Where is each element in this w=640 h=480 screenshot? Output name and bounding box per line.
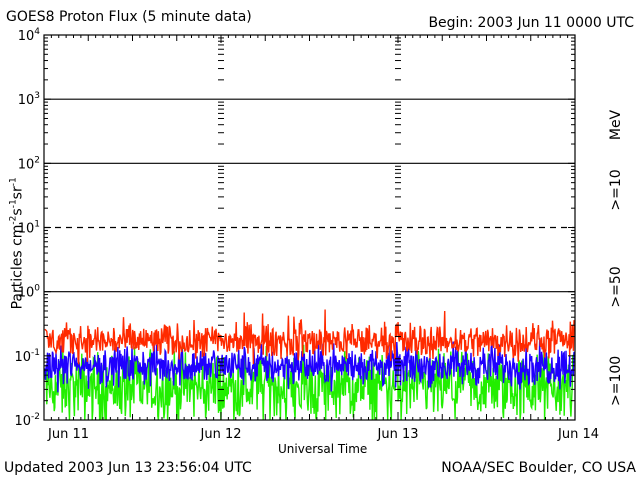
legend-label-ge50: >=50 bbox=[608, 266, 624, 308]
x-tick-label: Jun 11 bbox=[47, 427, 89, 442]
y-tick-label: 104 bbox=[18, 27, 41, 44]
y-tick-label: 10-2 bbox=[14, 412, 40, 429]
series-line-ge100 bbox=[44, 344, 575, 421]
begin-date-label: Begin: 2003 Jun 11 0000 UTC bbox=[428, 15, 634, 31]
y-axis-label: Particles cm-2s-1sr-1 bbox=[8, 177, 26, 310]
y-tick-label: 102 bbox=[18, 155, 40, 172]
legend-label-ge10: >=10 bbox=[608, 169, 624, 211]
updated-timestamp: Updated 2003 Jun 13 23:56:04 UTC bbox=[4, 460, 252, 476]
x-tick-label: Jun 12 bbox=[200, 427, 242, 442]
legend-units-label: MeV bbox=[608, 109, 624, 141]
x-tick-label: Jun 14 bbox=[557, 427, 599, 442]
y-tick-label: 103 bbox=[18, 91, 40, 108]
y-tick-label: 100 bbox=[18, 284, 41, 301]
x-axis-label: Universal Time bbox=[278, 442, 368, 456]
y-tick-label: 101 bbox=[18, 220, 40, 237]
series-line-ge50 bbox=[44, 339, 575, 393]
x-tick-label: Jun 13 bbox=[377, 427, 419, 442]
chart-title: GOES8 Proton Flux (5 minute data) bbox=[6, 9, 252, 25]
legend-label-ge100: >=100 bbox=[608, 355, 624, 406]
credit-label: NOAA/SEC Boulder, CO USA bbox=[441, 460, 636, 476]
series-line-ge10 bbox=[44, 309, 575, 365]
y-tick-label: 10-1 bbox=[14, 348, 40, 365]
